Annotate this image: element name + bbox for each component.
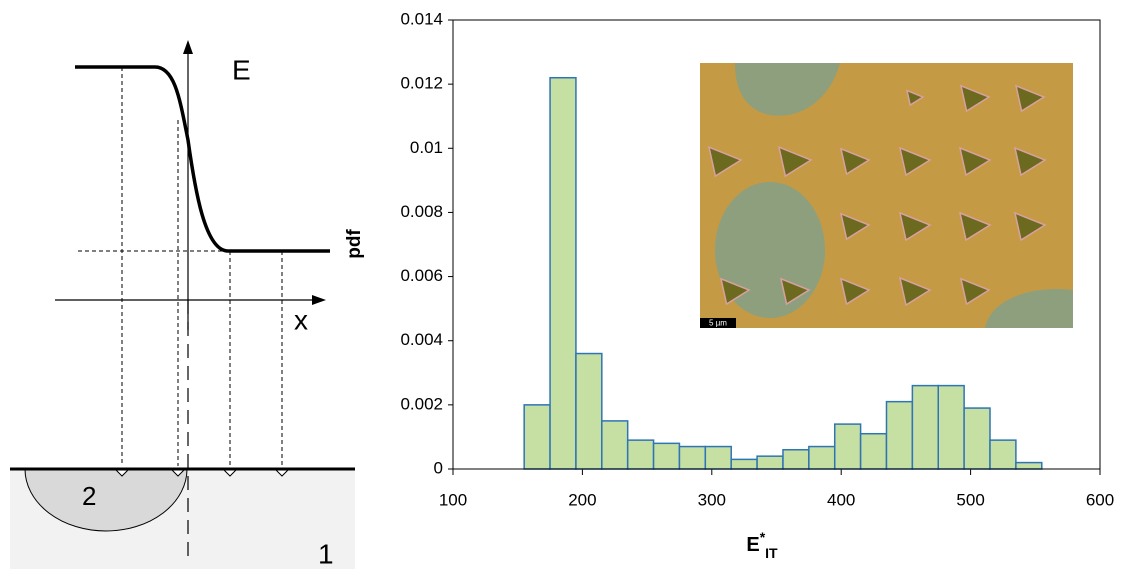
x-tick-label: 100 — [439, 490, 467, 509]
indent — [898, 276, 932, 307]
indent — [958, 211, 992, 242]
bar — [1015, 461, 1043, 470]
y-tick-label: 0.004 — [400, 330, 443, 349]
indent — [839, 147, 871, 176]
y-tick-label: 0.012 — [400, 74, 443, 93]
y-tick-label: 0.014 — [400, 9, 443, 28]
indent — [779, 277, 811, 306]
profile-curve — [75, 65, 330, 253]
x-tick-label: 200 — [568, 490, 596, 509]
bar — [523, 404, 551, 470]
indent — [707, 145, 743, 178]
indent — [905, 89, 925, 107]
indent — [777, 145, 813, 178]
guides — [78, 67, 283, 466]
bar — [756, 455, 784, 470]
indent — [959, 84, 991, 113]
axis-label: E — [232, 54, 251, 85]
arrow — [312, 295, 326, 305]
bar — [652, 442, 681, 470]
phase — [735, 63, 840, 116]
indent — [1013, 146, 1047, 177]
y-tick-label: 0.006 — [400, 266, 443, 285]
bar — [601, 420, 629, 470]
x-axis-title: E*IT — [746, 529, 778, 561]
arrow — [183, 40, 193, 54]
bar — [911, 384, 939, 470]
indent — [898, 146, 932, 177]
y-tick-label: 0 — [434, 458, 443, 477]
inset-image: 5 µm — [700, 63, 1073, 328]
bar — [704, 445, 732, 470]
bar — [678, 445, 707, 470]
x-tick-label: 600 — [1086, 490, 1114, 509]
y-tick-label: 0.01 — [410, 138, 443, 157]
indent — [959, 277, 991, 306]
bar — [963, 407, 991, 470]
bar — [782, 449, 810, 470]
y-tick-label: 0.002 — [400, 394, 443, 413]
indent — [958, 146, 992, 177]
indent — [839, 212, 871, 241]
axis-label: x — [294, 304, 308, 335]
x-tick-label: 500 — [956, 490, 984, 509]
x-tick-label: 400 — [827, 490, 855, 509]
region-label: 2 — [82, 481, 96, 511]
x-axis-title-part: E — [746, 534, 759, 556]
x-tick-label: 300 — [698, 490, 726, 509]
indent — [1013, 211, 1047, 242]
bar — [626, 439, 655, 470]
phase — [715, 182, 825, 318]
bar — [833, 423, 862, 470]
bar — [575, 352, 603, 470]
bar — [937, 384, 965, 470]
scale-label: 5 µm — [709, 319, 727, 328]
indents — [114, 468, 290, 477]
region-label: 1 — [318, 538, 334, 569]
bar — [859, 432, 888, 470]
indent — [898, 211, 932, 242]
phase — [985, 289, 1073, 328]
indent — [719, 277, 751, 306]
indent — [839, 277, 871, 306]
x-axis-title-part: * — [760, 529, 766, 545]
scale-box — [700, 318, 736, 328]
bar — [989, 439, 1017, 470]
bar — [549, 76, 577, 470]
y-tick-label: 0.008 — [400, 202, 443, 221]
x-axis-title-part: IT — [765, 545, 778, 561]
schematic: E x 2 1 — [10, 40, 355, 569]
y-axis-title: pdf — [344, 229, 365, 259]
bar — [730, 458, 758, 470]
bar — [808, 445, 836, 470]
inclusion — [24, 468, 188, 532]
bar — [885, 400, 914, 470]
indent — [1014, 84, 1046, 113]
